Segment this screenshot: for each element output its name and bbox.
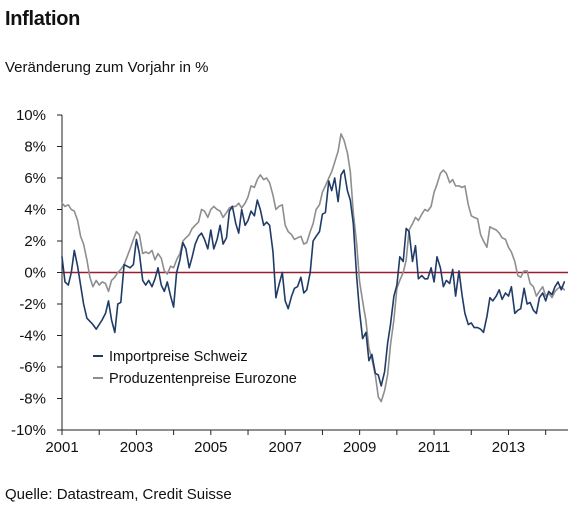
y-tick-label: 6% (24, 170, 46, 187)
x-tick-label: 2009 (343, 439, 376, 456)
chart-subtitle: Veränderung zum Vorjahr in % (5, 59, 209, 76)
y-tick-label: 10% (16, 107, 46, 124)
y-tick-label: 4% (24, 202, 46, 219)
x-tick-label: 2003 (120, 439, 153, 456)
legend-label: Produzentenpreise Eurozone (109, 371, 297, 387)
y-tick-label: 2% (24, 233, 46, 250)
y-tick-label: -4% (19, 328, 46, 345)
y-tick-label: -8% (19, 391, 46, 408)
y-tick-label: -10% (11, 422, 46, 439)
series-line-producer (61, 133, 566, 403)
y-tick-label: -6% (19, 359, 46, 376)
axes-layer: 10% 8% 6% 4% 2% 0% -2% -4% -6% -8% -10%2001 2003 200… (11, 107, 568, 456)
legend: Importpreise Schweiz Produzentenpreise Eu… (93, 349, 297, 387)
legend-label: Importpreise Schweiz (109, 349, 248, 365)
source-note: Quelle: Datastream, Credit Suisse (5, 486, 232, 503)
y-tick-label: 8% (24, 139, 46, 156)
chart-title: Inflation (5, 8, 81, 30)
chart-area: 10% 8% 6% 4% 2% 0% -2% -4% -6% -8% -10%2001 2003 200… (11, 107, 568, 456)
y-tick-label: -2% (19, 296, 46, 313)
y-tick-label: 0% (24, 265, 46, 282)
series-line-import (61, 169, 566, 387)
x-tick-label: 2007 (269, 439, 302, 456)
x-tick-label: 2013 (492, 439, 525, 456)
series-layer (61, 133, 566, 403)
x-tick-label: 2011 (418, 439, 450, 456)
x-tick-label: 2005 (194, 439, 227, 456)
x-tick-label: 2001 (45, 439, 78, 456)
